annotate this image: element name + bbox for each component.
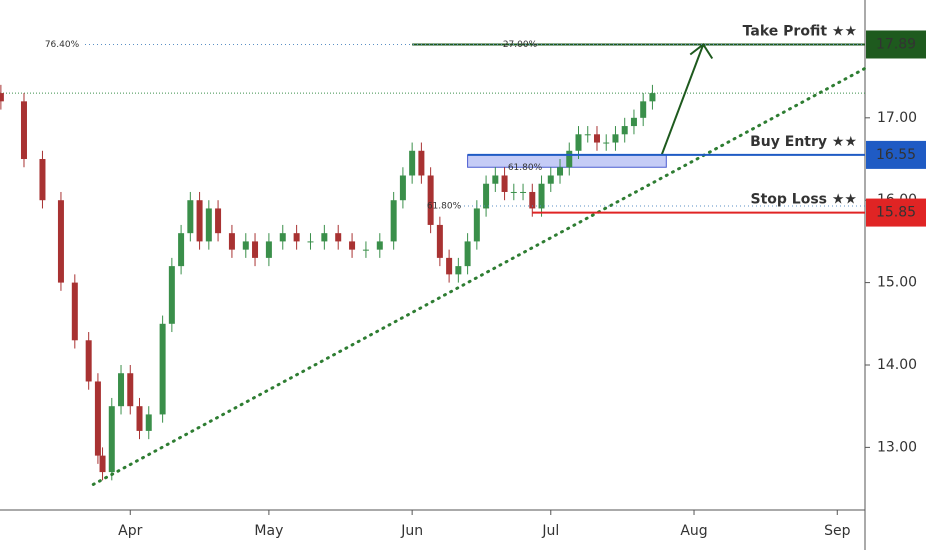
candle-body [362, 249, 369, 251]
x-tick-label: Aug [680, 523, 707, 539]
candle-body [0, 93, 4, 102]
level-name: Stop Loss ★★ [751, 192, 857, 208]
candle-body [307, 241, 314, 243]
candle-body [127, 373, 134, 407]
candle-body [492, 175, 499, 184]
candle-body [501, 175, 508, 192]
candle-body [584, 134, 591, 136]
candle-body [418, 150, 425, 176]
candle-body [464, 241, 471, 267]
candle-body [108, 406, 115, 473]
trendline [91, 66, 867, 486]
y-tick-label: 15.00 [877, 275, 917, 291]
candle-body [85, 340, 92, 382]
fib-label: 61.80% [508, 163, 543, 173]
x-tick-label: Sep [824, 523, 851, 539]
candle-body [242, 241, 249, 250]
candle-body [446, 257, 453, 275]
level-name: Take Profit ★★ [743, 23, 857, 39]
candle-body [178, 233, 185, 267]
candle-body [390, 200, 397, 242]
candle-body [399, 175, 406, 201]
candle-body [187, 200, 194, 234]
candle-body [640, 101, 647, 118]
candle-body [215, 208, 222, 234]
candle-body [575, 134, 582, 151]
level-name: Buy Entry ★★ [750, 134, 857, 150]
candle-body [593, 134, 600, 143]
candle-body [538, 183, 545, 209]
candle-body [279, 233, 286, 242]
candle-body [557, 167, 564, 176]
level-value: 17.89 [876, 36, 916, 52]
candle-body [455, 266, 462, 275]
candle-body [99, 455, 106, 473]
level-tag [866, 140, 926, 169]
candle-body [547, 175, 554, 184]
level-tag [866, 30, 926, 59]
candle-body [20, 101, 27, 160]
candle-body [510, 191, 517, 193]
candle-body [71, 282, 78, 341]
x-tick-label: Jun [400, 523, 423, 539]
candle-body [349, 241, 356, 250]
candle-body [376, 241, 383, 250]
candle-body [529, 191, 536, 209]
candle-body [228, 233, 235, 250]
candle-body [57, 200, 64, 283]
candle-body [566, 150, 573, 168]
arrow [660, 44, 705, 156]
candle-body [649, 93, 656, 102]
level-value: 16.55 [876, 147, 916, 163]
candle-body [39, 159, 46, 201]
candle-body [293, 233, 300, 242]
fib-label: 27.00% [503, 40, 538, 50]
x-tick-label: May [254, 523, 283, 539]
candle-body [118, 373, 125, 407]
candle-body [145, 414, 152, 431]
candle-body [136, 406, 143, 431]
y-tick-label: 13.00 [877, 439, 917, 455]
candle-body [603, 142, 610, 144]
candle-body [196, 200, 203, 242]
candle-body [436, 224, 443, 258]
candle-body [612, 134, 619, 143]
candle-body [205, 208, 212, 242]
candle-body [168, 266, 175, 324]
candle-body [630, 117, 637, 127]
candle-body [252, 241, 259, 258]
candle-body [94, 381, 101, 456]
x-tick-label: Jul [541, 523, 559, 539]
candle-body [335, 233, 342, 242]
candle-body [427, 175, 434, 225]
candle-body [621, 126, 628, 135]
candle-body [321, 233, 328, 242]
candle-body [483, 183, 490, 209]
candle-body [520, 191, 527, 193]
candle-body [159, 323, 166, 415]
x-tick-label: Apr [118, 523, 142, 539]
candle-body [265, 241, 272, 258]
level-value: 15.85 [876, 205, 916, 221]
fib-label: 61.80% [427, 201, 462, 211]
y-tick-label: 17.00 [877, 110, 917, 126]
y-tick-label: 14.00 [877, 357, 917, 373]
level-tag [866, 198, 926, 227]
candle-body [473, 208, 480, 242]
fib-label: 76.40% [45, 40, 80, 50]
candle-body [409, 150, 416, 176]
